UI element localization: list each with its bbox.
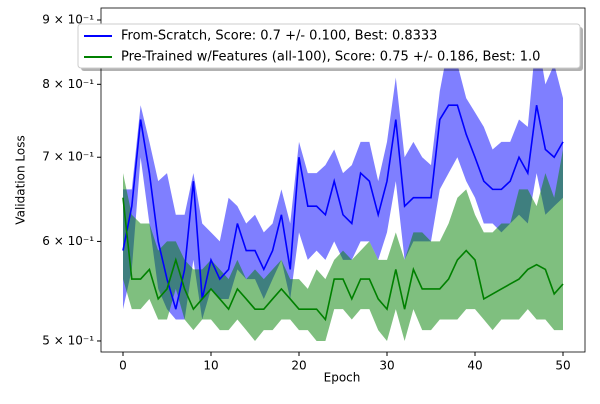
x-tick-label: 20 bbox=[291, 359, 306, 373]
line bbox=[122, 197, 564, 322]
legend-box bbox=[77, 23, 581, 69]
y-tick-label: 5 × 10⁻¹ bbox=[42, 333, 94, 347]
x-axis-label: Epoch bbox=[324, 371, 361, 385]
x-tick-label: 30 bbox=[379, 359, 394, 373]
x-tick-label: 50 bbox=[555, 359, 570, 373]
line bbox=[122, 104, 564, 310]
plot-frame bbox=[100, 7, 586, 353]
legend-label: From-Scratch, Score: 0.7 +/- 0.100, Best… bbox=[121, 29, 437, 44]
x-tick-label: 0 bbox=[119, 359, 127, 373]
y-tick-label: 6 × 10⁻¹ bbox=[42, 234, 94, 248]
confidence-band bbox=[123, 149, 563, 341]
x-tick-label: 40 bbox=[467, 359, 482, 373]
y-tick-label: 7 × 10⁻¹ bbox=[42, 150, 94, 164]
legend: From-Scratch, Score: 0.7 +/- 0.100, Best… bbox=[77, 23, 583, 71]
y-tick-label: 8 × 10⁻¹ bbox=[42, 77, 94, 91]
legend-label: Pre-Trained w/Features (all-100), Score:… bbox=[121, 50, 540, 65]
x-tick-label: 10 bbox=[203, 359, 218, 373]
y-tick-label: 9 × 10⁻¹ bbox=[42, 13, 94, 27]
y-axis-label: Validation Loss bbox=[14, 135, 28, 224]
